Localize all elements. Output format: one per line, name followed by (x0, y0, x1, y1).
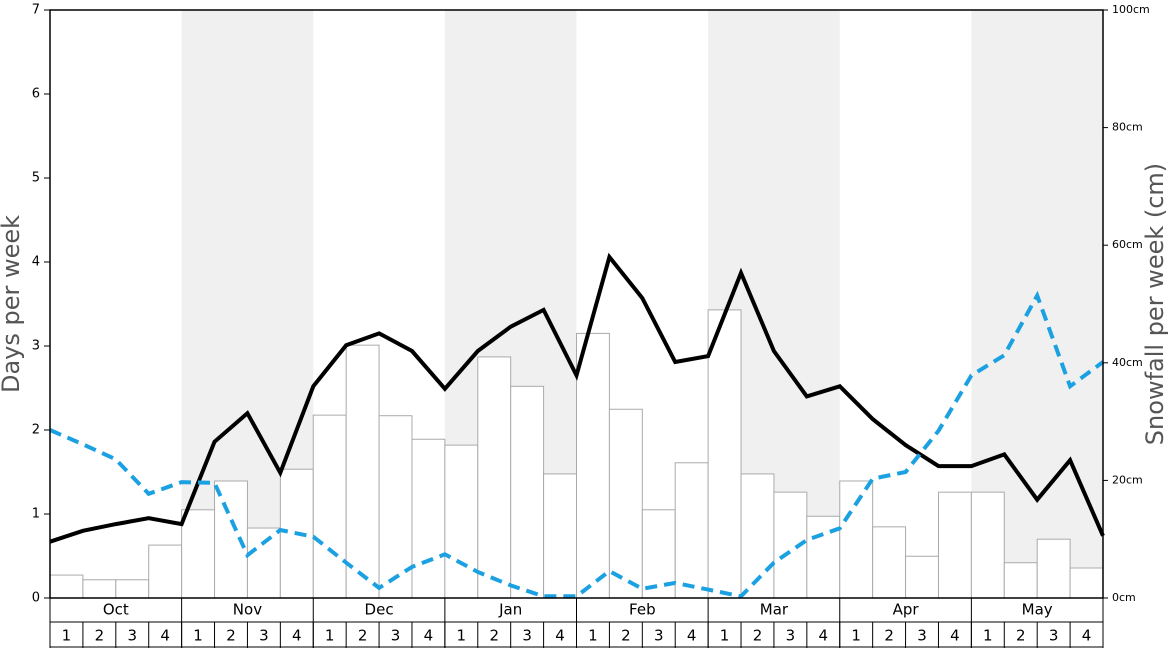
x-tick-label: 3 (654, 627, 664, 645)
bar (1036, 538, 1071, 599)
x-tick-label: 3 (391, 627, 401, 645)
x-tick-label: 4 (555, 627, 565, 645)
x-tick-label: 1 (325, 627, 335, 645)
bar (1069, 567, 1104, 599)
line-series (49, 290, 1105, 599)
y-tick-label: 2 (32, 423, 40, 438)
x-tick-label: 3 (917, 627, 927, 645)
x-tick-label: 4 (687, 627, 697, 645)
y-tick-label: 0 (32, 591, 40, 606)
y-tick-label: 6 (32, 87, 40, 102)
month-label: Apr (893, 601, 920, 619)
bar (378, 415, 413, 599)
bar (82, 579, 117, 599)
month-label: May (1022, 601, 1053, 619)
x-tick-label: 2 (489, 627, 499, 645)
x-tick-label: 1 (62, 627, 72, 645)
y2-tick-label: 0cm (1112, 591, 1136, 604)
bar (444, 444, 479, 599)
x-tick-label: 1 (193, 627, 203, 645)
y-tick-label: 3 (32, 339, 40, 354)
bar (674, 462, 709, 599)
month-label: Jan (498, 601, 522, 619)
y-tick-label: 5 (32, 171, 40, 186)
bar (707, 309, 742, 599)
bar (576, 332, 610, 599)
x-tick-label: 4 (292, 627, 302, 645)
bar (246, 527, 281, 599)
x-tick-label: 1 (588, 627, 598, 645)
bar (839, 480, 874, 599)
x-tick-label: 3 (786, 627, 796, 645)
x-tick-label: 3 (127, 627, 137, 645)
month-label: Nov (233, 601, 262, 619)
x-tick-label: 3 (1049, 627, 1059, 645)
bar (937, 491, 972, 599)
x-tick-label: 1 (983, 627, 993, 645)
bar (148, 544, 183, 599)
x-tick-label: 2 (884, 627, 894, 645)
bar (872, 526, 907, 599)
x-tick-label: 2 (226, 627, 236, 645)
y2-tick-label: 100cm (1112, 3, 1150, 16)
x-tick-label: 2 (358, 627, 368, 645)
x-tick-label: 1 (851, 627, 861, 645)
bar (115, 579, 150, 599)
bar (970, 491, 1005, 599)
y-tick-label: 1 (32, 507, 40, 522)
bar (905, 555, 939, 599)
y-tick-label: 4 (32, 255, 40, 270)
x-tick-label: 4 (819, 627, 829, 645)
month-label: Oct (103, 601, 129, 619)
month-label: Dec (365, 601, 394, 619)
x-tick-label: 1 (457, 627, 467, 645)
y-tick-label: 7 (32, 3, 40, 18)
x-tick-label: 2 (1016, 627, 1026, 645)
x-tick-label: 4 (424, 627, 434, 645)
bar (510, 385, 545, 599)
y2-tick-label: 20cm (1112, 473, 1143, 486)
x-tick-label: 2 (753, 627, 763, 645)
bar (312, 414, 347, 599)
bar (49, 574, 84, 599)
x-tick-label: 2 (95, 627, 105, 645)
y2-tick-label: 60cm (1112, 238, 1143, 251)
bar (411, 438, 446, 599)
bar (345, 344, 380, 599)
x-tick-label: 3 (522, 627, 532, 645)
y-axis-label: Days per week (0, 215, 25, 393)
bar (477, 356, 512, 599)
bar (214, 480, 248, 599)
y2-tick-label: 80cm (1112, 121, 1143, 134)
bar (543, 473, 577, 599)
y2-axis-label: Snowfall per week (cm) (1141, 163, 1168, 445)
x-tick-label: 2 (621, 627, 631, 645)
line-series (49, 252, 1105, 544)
x-tick-label: 4 (1082, 627, 1092, 645)
x-tick-label: 4 (950, 627, 960, 645)
bar (608, 408, 643, 599)
bar (181, 509, 216, 599)
x-tick-label: 4 (160, 627, 170, 645)
month-label: Mar (760, 601, 789, 619)
bar (1003, 562, 1038, 599)
month-label: Feb (629, 601, 656, 619)
y2-tick-label: 40cm (1112, 356, 1143, 369)
x-tick-label: 3 (259, 627, 269, 645)
x-tick-label: 1 (720, 627, 730, 645)
